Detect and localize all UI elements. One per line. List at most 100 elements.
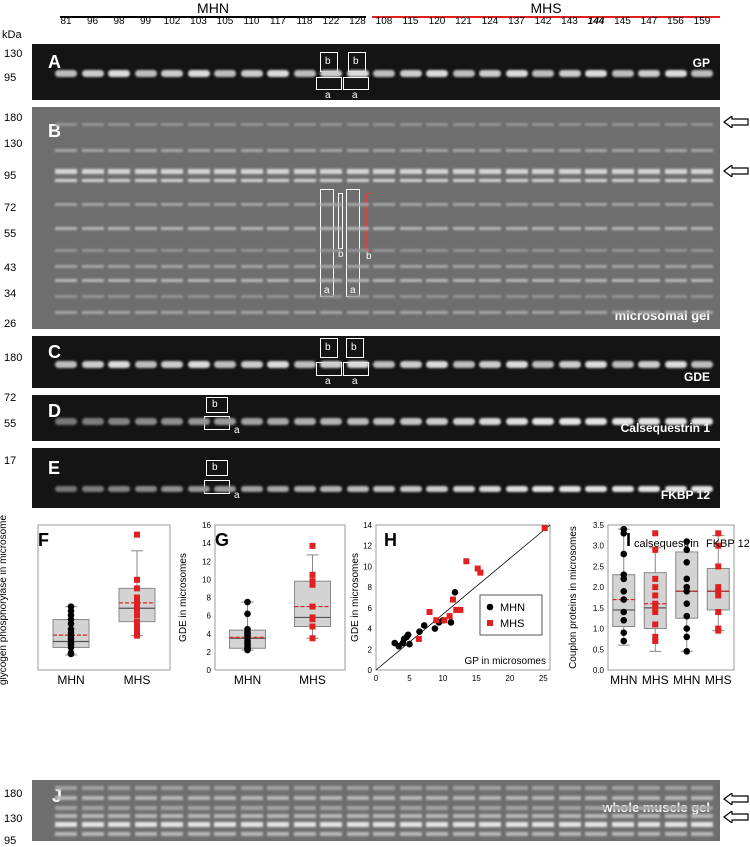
gel-band <box>267 806 289 810</box>
gel-band <box>214 249 236 252</box>
gel-band <box>585 311 607 314</box>
gel-band <box>558 814 581 818</box>
gel-band <box>479 203 501 206</box>
data-point <box>715 627 722 634</box>
blot-band <box>558 418 581 425</box>
gel-band <box>426 806 448 810</box>
panel-letter-e: E <box>48 458 61 478</box>
gel-band <box>638 311 660 314</box>
gel-band <box>479 311 501 314</box>
y-axis-label: GDE in microsomes <box>350 553 361 642</box>
gel-band <box>55 169 77 174</box>
gel-band <box>108 796 130 800</box>
gel-band <box>638 814 660 818</box>
legend-label: MHS <box>500 618 524 630</box>
gel-band <box>373 311 395 314</box>
gel-band <box>55 786 77 790</box>
box-a-122 <box>316 77 342 90</box>
data-point <box>416 628 423 635</box>
gel-band <box>611 295 634 298</box>
gel-band <box>214 203 236 206</box>
gel-band <box>108 149 130 152</box>
gel-band <box>320 796 342 800</box>
gel-band <box>55 832 77 836</box>
blot-band <box>267 486 289 492</box>
gel-band <box>161 806 183 810</box>
gel-band <box>585 295 607 298</box>
gel-band <box>399 295 422 298</box>
data-point <box>477 569 484 576</box>
gel-band <box>452 265 475 268</box>
lane-label: 120 <box>428 16 446 27</box>
gel-band <box>320 179 342 182</box>
data-point <box>244 646 251 654</box>
gel-band <box>532 279 554 282</box>
blot-band <box>346 70 369 77</box>
gel-band <box>664 279 687 282</box>
kda-marker-b: 43 <box>4 262 17 274</box>
gel-band <box>320 149 342 152</box>
gel-band <box>108 249 130 252</box>
gel-band <box>81 311 104 314</box>
blot-band <box>691 486 713 492</box>
gel-band <box>134 169 157 174</box>
blot-band <box>134 486 157 492</box>
gel-band <box>479 149 501 152</box>
gel-band <box>293 814 316 818</box>
blot-band <box>664 70 687 77</box>
data-point <box>134 585 140 592</box>
box-b-128-gel <box>366 193 372 251</box>
gel-band <box>399 786 422 790</box>
data-point <box>67 644 75 651</box>
lane-label: 142 <box>534 16 552 27</box>
gel-band <box>664 295 687 298</box>
gel-band <box>267 123 289 126</box>
gel-band <box>479 832 501 836</box>
gel-band <box>426 249 448 252</box>
gel-band <box>691 814 713 818</box>
y-tick-label: 10 <box>363 562 372 571</box>
gel-band <box>479 179 501 182</box>
gel-band <box>134 832 157 836</box>
plot-frame <box>214 524 346 671</box>
kda-marker-b: 130 <box>4 138 23 150</box>
gel-band <box>505 311 528 314</box>
gel-band <box>532 169 554 174</box>
blot-whole-muscle-gel: J whole muscle gel <box>32 780 720 841</box>
gel-band <box>214 149 236 152</box>
data-point <box>309 623 316 630</box>
blot-band <box>452 486 475 492</box>
gel-band <box>452 822 475 827</box>
blot-band <box>134 70 157 77</box>
data-point <box>715 584 722 591</box>
box <box>643 572 667 630</box>
gel-band <box>691 279 713 282</box>
gel-band <box>346 822 369 827</box>
blot-band <box>399 486 422 492</box>
panel-letter-a: A <box>48 52 61 72</box>
gel-band <box>161 311 183 314</box>
blot-band <box>240 418 263 425</box>
gel-band <box>585 179 607 182</box>
gel-band <box>134 786 157 790</box>
data-point <box>541 525 548 532</box>
gel-band <box>187 806 210 810</box>
gel-band <box>399 822 422 827</box>
y-tick-label: 10 <box>202 575 211 584</box>
gel-band <box>452 295 475 298</box>
gel-band <box>293 806 316 810</box>
blot-band <box>161 70 183 77</box>
gel-band <box>479 265 501 268</box>
kda-95-a: 95 <box>4 72 17 84</box>
gel-band <box>691 179 713 182</box>
gel-band <box>452 832 475 836</box>
blot-band <box>55 361 77 368</box>
blot-band <box>187 486 210 492</box>
lane-label: 121 <box>455 16 472 27</box>
data-point <box>433 617 440 624</box>
gel-band <box>267 295 289 298</box>
gel-band <box>611 806 634 810</box>
gel-band <box>664 149 687 152</box>
kda-17-e: 17 <box>4 455 17 467</box>
gel-band <box>346 311 369 314</box>
